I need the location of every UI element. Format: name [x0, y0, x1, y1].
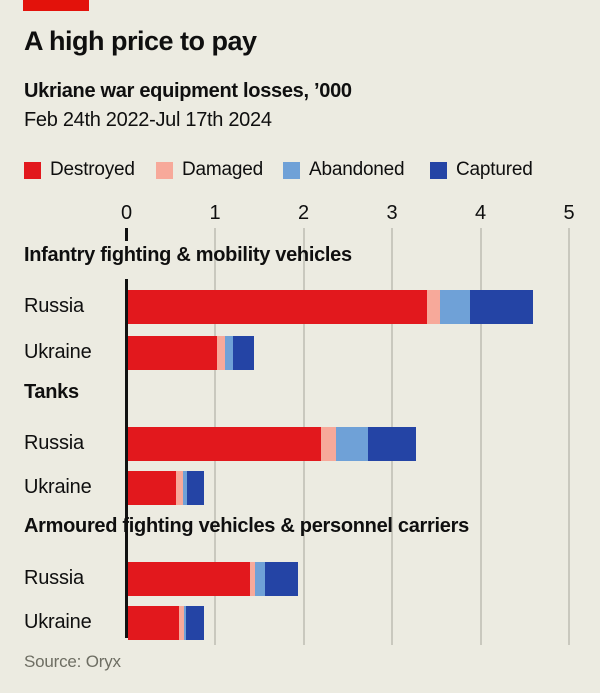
bar-row	[128, 606, 205, 640]
legend-item: Destroyed	[24, 159, 135, 180]
bar-segment-abandoned	[225, 336, 234, 370]
legend-label: Abandoned	[309, 159, 405, 180]
bar-segment-abandoned	[254, 562, 266, 596]
bar-segment-captured	[187, 471, 205, 505]
legend-label: Damaged	[182, 159, 263, 180]
bar-segment-captured	[265, 562, 298, 596]
bar-segment-damaged	[320, 427, 336, 461]
bar-segment-abandoned	[183, 606, 187, 640]
brand-red-tag	[23, 0, 89, 11]
legend-swatch-abandoned	[283, 161, 300, 179]
zero-axis-line	[125, 279, 128, 638]
row-label-russia: Russia	[24, 295, 84, 317]
bar-segment-captured	[367, 427, 416, 461]
bar-segment-destroyed	[128, 606, 180, 640]
bar-segment-abandoned	[182, 471, 188, 505]
source-note: Source: Oryx	[24, 652, 121, 671]
bar-segment-destroyed	[128, 562, 251, 596]
section-label: Tanks	[24, 381, 79, 403]
bar-segment-damaged	[216, 336, 226, 370]
legend-item: Damaged	[156, 159, 263, 180]
row-label-ukraine: Ukraine	[24, 341, 92, 363]
row-label-ukraine: Ukraine	[24, 611, 92, 633]
legend-swatch-destroyed	[24, 161, 41, 179]
bar-segment-damaged	[179, 606, 184, 640]
section-label: Armoured fighting vehicles & personnel c…	[24, 515, 469, 537]
x-tick-label: 0	[120, 202, 133, 224]
bar-segment-damaged	[175, 471, 183, 505]
legend-item: Captured	[430, 159, 533, 180]
legend-item: Abandoned	[283, 159, 405, 180]
row-label-ukraine: Ukraine	[24, 476, 92, 498]
row-label-russia: Russia	[24, 432, 84, 454]
bar-segment-destroyed	[128, 290, 428, 324]
bar-row	[128, 290, 534, 324]
gridline	[479, 228, 482, 645]
gridline	[568, 228, 570, 645]
bar-segment-destroyed	[128, 471, 176, 505]
legend-swatch-damaged	[156, 161, 173, 179]
x-tick-label: 2	[297, 202, 310, 224]
date-range: Feb 24th 2022-Jul 17th 2024	[24, 109, 272, 131]
x-tick-label: 3	[386, 202, 398, 224]
bar-segment-captured	[186, 606, 205, 640]
x-tick-label: 4	[474, 202, 487, 224]
x-tick-label: 1	[209, 202, 221, 224]
bar-segment-captured	[233, 336, 254, 370]
bar-row	[128, 427, 416, 461]
section-label: Infantry fighting & mobility vehicles	[24, 244, 352, 266]
bar-row	[128, 336, 254, 370]
bar-segment-damaged	[250, 562, 255, 596]
bar-segment-abandoned	[439, 290, 471, 324]
legend-label: Destroyed	[50, 159, 135, 180]
bar-segment-destroyed	[128, 427, 321, 461]
x-tick-label: 5	[563, 202, 575, 224]
bar-segment-destroyed	[128, 336, 217, 370]
legend-swatch-captured	[430, 161, 447, 179]
bar-segment-captured	[470, 290, 534, 324]
chart-title: A high price to pay	[24, 26, 257, 56]
bar-row	[128, 471, 205, 505]
chart-subtitle: Ukriane war equipment losses, ’000	[24, 80, 352, 102]
bar-row	[128, 562, 298, 596]
zero-tick	[125, 228, 128, 241]
row-label-russia: Russia	[24, 567, 84, 589]
bar-segment-abandoned	[335, 427, 368, 461]
legend-label: Captured	[456, 159, 533, 180]
bar-segment-damaged	[427, 290, 440, 324]
